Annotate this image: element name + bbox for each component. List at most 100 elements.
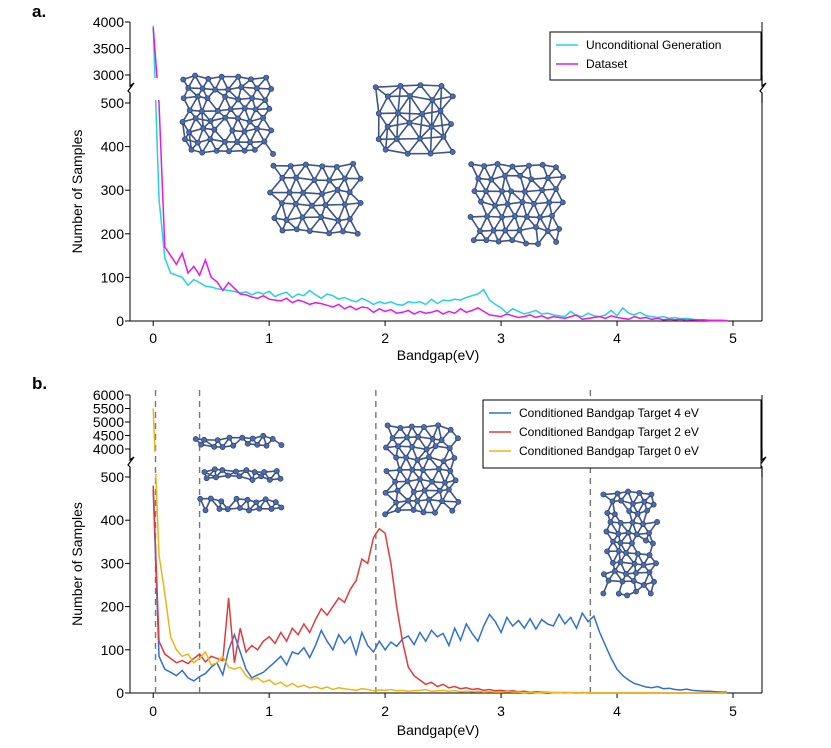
atom bbox=[492, 202, 499, 209]
legend-label: Conditioned Bandgap Target 2 eV bbox=[519, 425, 699, 439]
bond-line bbox=[442, 136, 454, 153]
atom bbox=[428, 123, 435, 130]
atom bbox=[438, 437, 445, 444]
atom bbox=[292, 200, 299, 207]
atom bbox=[219, 467, 226, 473]
legend-box bbox=[549, 31, 762, 81]
atom bbox=[417, 135, 423, 142]
bond-line bbox=[409, 95, 423, 115]
bond-line bbox=[349, 178, 362, 193]
atom bbox=[471, 188, 478, 195]
atom bbox=[214, 108, 221, 114]
atom bbox=[278, 504, 285, 511]
atom bbox=[625, 488, 631, 495]
y-tick-label: 400 bbox=[101, 139, 125, 155]
atom bbox=[244, 496, 251, 503]
y-tick-label: 500 bbox=[101, 469, 125, 485]
series-line-lower bbox=[158, 100, 728, 322]
atom bbox=[182, 136, 188, 143]
atom bbox=[318, 214, 325, 220]
atom bbox=[604, 548, 611, 555]
atom bbox=[631, 560, 638, 567]
atom bbox=[623, 549, 629, 556]
panel-a: a. 0 1 2 3 4 5 0 100 200 300 400 500 3000 3500 4000 Band… bbox=[32, 2, 767, 363]
atom bbox=[509, 237, 516, 244]
atom bbox=[218, 73, 225, 80]
atom bbox=[603, 528, 610, 535]
atom bbox=[600, 571, 607, 578]
atom bbox=[421, 424, 427, 430]
atom bbox=[261, 138, 268, 145]
atom bbox=[404, 478, 411, 485]
atom bbox=[235, 73, 242, 80]
atom bbox=[395, 110, 401, 117]
atom bbox=[395, 443, 401, 450]
atom bbox=[641, 498, 648, 505]
atom bbox=[640, 521, 646, 528]
bond-line bbox=[269, 177, 283, 194]
crystal-structure-inset bbox=[372, 82, 456, 157]
atom bbox=[483, 188, 489, 195]
y-tick-label: 0 bbox=[116, 685, 124, 701]
atom bbox=[260, 432, 267, 439]
atom bbox=[279, 200, 285, 207]
y-tick-label: 5000 bbox=[93, 414, 124, 430]
atom bbox=[249, 477, 256, 483]
atom bbox=[188, 146, 195, 153]
atom bbox=[249, 95, 256, 102]
atom bbox=[375, 110, 382, 117]
atom bbox=[521, 188, 528, 195]
atom bbox=[445, 486, 452, 493]
panel-label: a. bbox=[32, 2, 46, 21]
atom bbox=[626, 508, 633, 515]
atom bbox=[634, 550, 641, 557]
atom bbox=[258, 473, 265, 480]
x-tick-label: 0 bbox=[149, 330, 157, 346]
atom bbox=[225, 86, 231, 93]
atom bbox=[212, 86, 219, 93]
bond-line bbox=[325, 203, 345, 206]
atom bbox=[634, 510, 641, 517]
crystal-structure-inset bbox=[267, 160, 364, 237]
atom bbox=[488, 176, 495, 183]
atom bbox=[202, 507, 209, 514]
atom bbox=[389, 435, 396, 441]
bond-line bbox=[396, 138, 409, 155]
atom bbox=[612, 511, 618, 518]
atom bbox=[546, 199, 553, 206]
atom bbox=[650, 540, 656, 547]
atom bbox=[417, 476, 423, 483]
atom bbox=[341, 201, 348, 208]
atom bbox=[382, 489, 389, 496]
atom bbox=[419, 111, 426, 117]
atom bbox=[268, 506, 275, 512]
y-tick-label: 300 bbox=[101, 182, 125, 198]
atom bbox=[263, 74, 270, 81]
atom bbox=[539, 161, 546, 168]
atom bbox=[199, 149, 206, 156]
atom bbox=[268, 85, 275, 92]
atom bbox=[241, 128, 248, 135]
atom bbox=[630, 500, 636, 507]
atom bbox=[334, 187, 341, 193]
y-tick-label: 0 bbox=[116, 313, 124, 329]
atom bbox=[393, 454, 400, 461]
atom bbox=[451, 455, 458, 461]
bond-line bbox=[419, 135, 444, 140]
atom bbox=[384, 123, 391, 130]
atom bbox=[410, 507, 417, 513]
x-tick-label: 5 bbox=[729, 703, 737, 719]
atom bbox=[407, 93, 413, 99]
atom bbox=[322, 202, 329, 208]
atom bbox=[435, 422, 442, 429]
atom bbox=[615, 590, 622, 597]
atom bbox=[651, 578, 657, 585]
atom bbox=[203, 475, 210, 482]
bond-line bbox=[296, 176, 315, 181]
bond-line bbox=[420, 84, 442, 87]
atom bbox=[213, 147, 220, 154]
atom bbox=[201, 469, 208, 475]
atom bbox=[350, 160, 357, 167]
atom bbox=[449, 149, 456, 155]
crystal-structure-inset bbox=[201, 466, 284, 483]
